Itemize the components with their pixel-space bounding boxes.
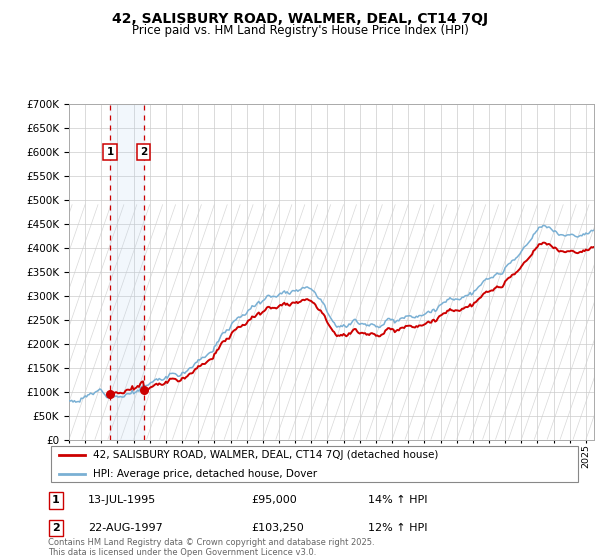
Text: 2: 2 bbox=[52, 523, 60, 533]
Text: 2: 2 bbox=[140, 147, 148, 157]
Text: 42, SALISBURY ROAD, WALMER, DEAL, CT14 7QJ (detached house): 42, SALISBURY ROAD, WALMER, DEAL, CT14 7… bbox=[94, 450, 439, 460]
Text: 14% ↑ HPI: 14% ↑ HPI bbox=[368, 496, 428, 505]
Text: HPI: Average price, detached house, Dover: HPI: Average price, detached house, Dove… bbox=[94, 469, 317, 478]
Text: Price paid vs. HM Land Registry's House Price Index (HPI): Price paid vs. HM Land Registry's House … bbox=[131, 24, 469, 37]
Text: 13-JUL-1995: 13-JUL-1995 bbox=[88, 496, 156, 505]
Text: 22-AUG-1997: 22-AUG-1997 bbox=[88, 523, 163, 533]
FancyBboxPatch shape bbox=[50, 446, 578, 482]
Text: 1: 1 bbox=[52, 496, 60, 505]
Text: Contains HM Land Registry data © Crown copyright and database right 2025.
This d: Contains HM Land Registry data © Crown c… bbox=[48, 538, 374, 557]
Bar bbox=[110, 104, 144, 440]
Text: £103,250: £103,250 bbox=[251, 523, 304, 533]
Text: 1: 1 bbox=[106, 147, 113, 157]
Text: 12% ↑ HPI: 12% ↑ HPI bbox=[368, 523, 428, 533]
Text: £95,000: £95,000 bbox=[251, 496, 296, 505]
Text: 42, SALISBURY ROAD, WALMER, DEAL, CT14 7QJ: 42, SALISBURY ROAD, WALMER, DEAL, CT14 7… bbox=[112, 12, 488, 26]
